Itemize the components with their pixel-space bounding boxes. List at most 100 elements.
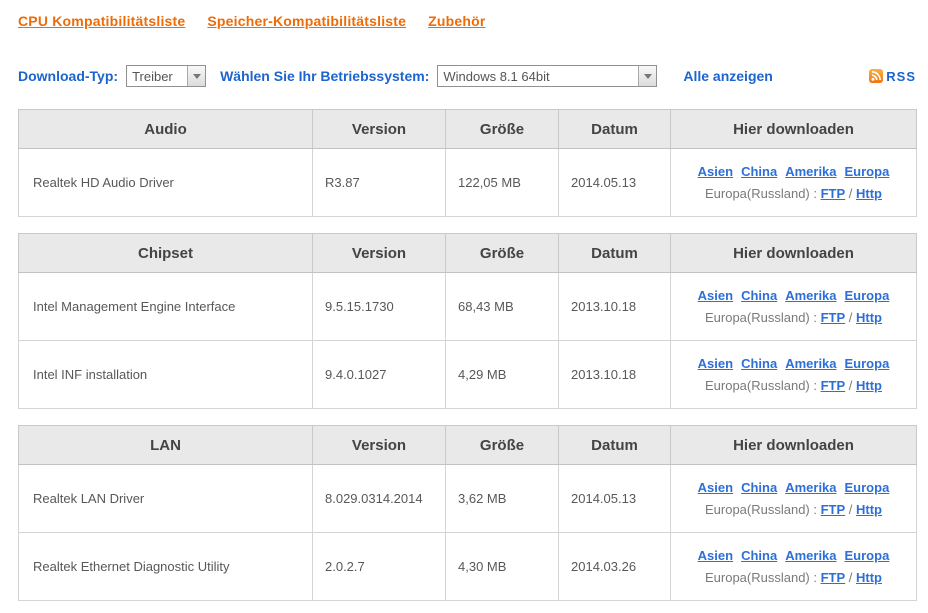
driver-name: Realtek Ethernet Diagnostic Utility <box>18 532 313 601</box>
column-header-download: Hier downloaden <box>670 425 917 465</box>
driver-size: 68,43 MB <box>445 272 559 341</box>
top-navigation: CPU Kompatibilitätsliste Speicher-Kompat… <box>18 13 916 29</box>
driver-name: Intel Management Engine Interface <box>18 272 313 341</box>
download-link-europa[interactable]: Europa <box>844 287 890 303</box>
column-header-version: Version <box>312 109 446 149</box>
chevron-down-icon[interactable] <box>187 66 206 86</box>
column-header-download: Hier downloaden <box>670 233 917 273</box>
nav-link-memory-compatibility[interactable]: Speicher-Kompatibilitätsliste <box>207 13 407 29</box>
column-header-category-chipset: Chipset <box>18 233 313 273</box>
column-header-category-audio: Audio <box>18 109 313 149</box>
download-link-http[interactable]: Http <box>856 569 883 585</box>
download-link-europa[interactable]: Europa <box>844 163 890 179</box>
driver-table-audio: Audio Version Größe Datum Hier downloade… <box>18 109 917 217</box>
driver-name: Realtek LAN Driver <box>18 464 313 533</box>
os-select-value: Windows 8.1 64bit <box>443 69 550 84</box>
download-links-cell: Asien China Amerika Europa Europa(Russland) … <box>670 340 917 409</box>
table-row: Realtek Ethernet Diagnostic Utility 2.0.2… <box>18 532 917 601</box>
table-row: Realtek LAN Driver 8.029.0314.2014 3,62 MB… <box>18 464 917 533</box>
download-link-http[interactable]: Http <box>856 501 883 517</box>
download-region-links: Asien China Amerika Europa <box>671 477 916 499</box>
download-type-select[interactable]: Treiber <box>126 65 207 87</box>
download-region-links: Asien China Amerika Europa <box>671 353 916 375</box>
download-links-cell: Asien China Amerika Europa Europa(Russland) … <box>670 148 917 217</box>
rss-link[interactable]: RSS <box>869 69 916 84</box>
link-separator: / <box>845 377 857 393</box>
driver-version: R3.87 <box>312 148 446 217</box>
download-links-cell: Asien China Amerika Europa Europa(Russland) … <box>670 272 917 341</box>
os-select-label: Wählen Sie Ihr Betriebssystem: <box>220 68 430 84</box>
download-link-china[interactable]: China <box>741 287 778 303</box>
download-russia-line: Europa(Russland) : FTP / Http <box>671 567 916 589</box>
download-russia-line: Europa(Russland) : FTP / Http <box>671 499 916 521</box>
show-all-link[interactable]: Alle anzeigen <box>683 68 773 84</box>
driver-tables: Audio Version Größe Datum Hier downloade… <box>18 109 917 601</box>
russia-prefix-label: Europa(Russland) : <box>704 309 821 325</box>
download-link-amerika[interactable]: Amerika <box>785 479 837 495</box>
filter-controls: Download-Typ: Treiber Wählen Sie Ihr Bet… <box>18 65 916 87</box>
download-link-asien[interactable]: Asien <box>697 163 734 179</box>
download-link-asien[interactable]: Asien <box>697 287 734 303</box>
column-header-category-lan: LAN <box>18 425 313 465</box>
nav-link-accessories[interactable]: Zubehör <box>428 13 486 29</box>
column-header-date: Datum <box>558 425 671 465</box>
download-link-europa[interactable]: Europa <box>844 355 890 371</box>
download-russia-line: Europa(Russland) : FTP / Http <box>671 375 916 397</box>
download-link-asien[interactable]: Asien <box>697 479 734 495</box>
link-separator: / <box>845 309 857 325</box>
download-link-http[interactable]: Http <box>856 377 883 393</box>
column-header-version: Version <box>312 425 446 465</box>
os-select[interactable]: Windows 8.1 64bit <box>437 65 658 87</box>
download-type-value: Treiber <box>132 69 173 84</box>
driver-date: 2013.10.18 <box>558 340 671 409</box>
download-link-china[interactable]: China <box>741 547 778 563</box>
download-link-ftp[interactable]: FTP <box>820 185 846 201</box>
download-link-ftp[interactable]: FTP <box>820 377 846 393</box>
driver-size: 122,05 MB <box>445 148 559 217</box>
link-separator: / <box>845 185 857 201</box>
download-link-china[interactable]: China <box>741 479 778 495</box>
driver-size: 4,30 MB <box>445 532 559 601</box>
download-link-asien[interactable]: Asien <box>697 547 734 563</box>
column-header-size: Größe <box>445 233 559 273</box>
russia-prefix-label: Europa(Russland) : <box>704 569 821 585</box>
download-link-amerika[interactable]: Amerika <box>785 163 837 179</box>
russia-prefix-label: Europa(Russland) : <box>704 377 821 393</box>
download-russia-line: Europa(Russland) : FTP / Http <box>671 307 916 329</box>
driver-date: 2014.03.26 <box>558 532 671 601</box>
driver-name: Realtek HD Audio Driver <box>18 148 313 217</box>
download-link-ftp[interactable]: FTP <box>820 501 846 517</box>
download-link-asien[interactable]: Asien <box>697 355 734 371</box>
table-row: Intel INF installation 9.4.0.1027 4,29 MB 2… <box>18 340 917 409</box>
driver-version: 9.5.15.1730 <box>312 272 446 341</box>
driver-name: Intel INF installation <box>18 340 313 409</box>
driver-date: 2014.05.13 <box>558 464 671 533</box>
chevron-down-icon[interactable] <box>638 66 657 86</box>
driver-table-chipset: Chipset Version Größe Datum Hier downloa… <box>18 233 917 409</box>
link-separator: / <box>845 569 857 585</box>
download-link-europa[interactable]: Europa <box>844 547 890 563</box>
download-link-ftp[interactable]: FTP <box>820 569 846 585</box>
table-row: Realtek HD Audio Driver R3.87 122,05 MB 201… <box>18 148 917 217</box>
table-row: Intel Management Engine Interface 9.5.15.… <box>18 272 917 341</box>
rss-icon[interactable] <box>869 69 884 83</box>
column-header-size: Größe <box>445 425 559 465</box>
column-header-date: Datum <box>558 233 671 273</box>
driver-date: 2013.10.18 <box>558 272 671 341</box>
column-header-version: Version <box>312 233 446 273</box>
download-link-http[interactable]: Http <box>856 309 883 325</box>
download-link-amerika[interactable]: Amerika <box>785 547 837 563</box>
column-header-download: Hier downloaden <box>670 109 917 149</box>
download-link-europa[interactable]: Europa <box>844 479 890 495</box>
download-region-links: Asien China Amerika Europa <box>671 545 916 567</box>
driver-size: 3,62 MB <box>445 464 559 533</box>
download-link-ftp[interactable]: FTP <box>820 309 846 325</box>
download-link-amerika[interactable]: Amerika <box>785 355 837 371</box>
download-link-amerika[interactable]: Amerika <box>785 287 837 303</box>
download-link-china[interactable]: China <box>741 355 778 371</box>
nav-link-cpu-compatibility[interactable]: CPU Kompatibilitätsliste <box>18 13 186 29</box>
download-link-http[interactable]: Http <box>856 185 883 201</box>
driver-version: 2.0.2.7 <box>312 532 446 601</box>
download-link-china[interactable]: China <box>741 163 778 179</box>
